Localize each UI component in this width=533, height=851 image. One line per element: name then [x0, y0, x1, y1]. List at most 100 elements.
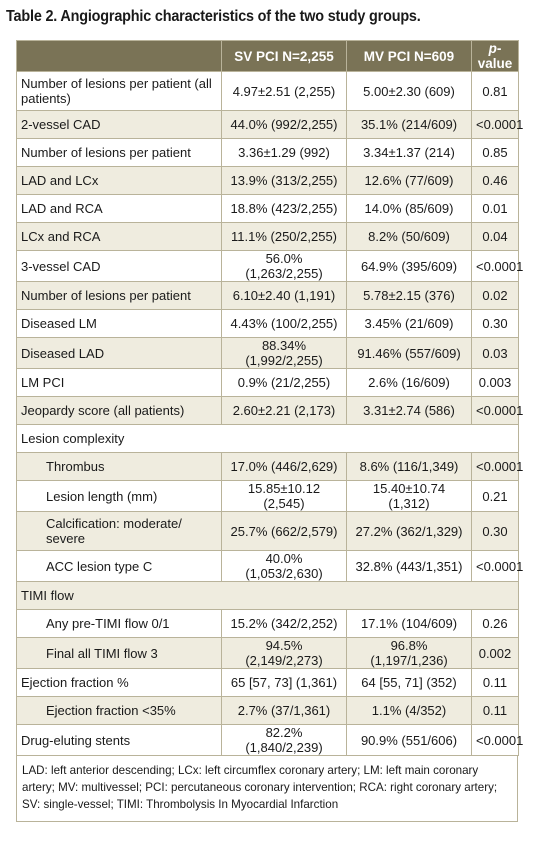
- row-label: Calcification: moderate/ severe: [16, 511, 222, 551]
- p-value: 0.46: [471, 166, 519, 195]
- sv-pci-value: 0.9% (21/2,255): [221, 368, 347, 397]
- mv-pci-value: 3.45% (21/609): [346, 309, 472, 338]
- mv-pci-value: 91.46% (557/609): [346, 337, 472, 369]
- mv-pci-value: 8.2% (50/609): [346, 222, 472, 251]
- sv-pci-value: 4.97±2.51 (2,255): [221, 71, 347, 111]
- mv-pci-value: 2.6% (16/609): [346, 368, 472, 397]
- p-value: 0.03: [471, 337, 519, 369]
- section-label: Lesion complexity: [16, 424, 519, 453]
- data-table: SV PCI N=2,255 MV PCI N=609 p-value Numb…: [16, 40, 523, 756]
- sv-pci-value: 94.5% (2,149/2,273): [221, 637, 347, 669]
- table-row: Number of lesions per patient 3.36±1.29 (…: [16, 138, 519, 167]
- row-label: Number of lesions per patient (all patie…: [16, 71, 222, 111]
- mv-pci-value: 90.9% (551/606): [346, 724, 472, 756]
- row-label: LCx and RCA: [16, 222, 222, 251]
- sv-pci-value: 65 [57, 73] (1,361): [221, 668, 347, 697]
- header-p-italic: p: [488, 41, 497, 56]
- mv-pci-value: 3.34±1.37 (214): [346, 138, 472, 167]
- mv-pci-value: 35.1% (214/609): [346, 110, 472, 139]
- row-label: Jeopardy score (all patients): [16, 396, 222, 425]
- table-row: Drug-eluting stents 82.2% (1,840/2,239) 90…: [16, 724, 523, 756]
- row-label: LM PCI: [16, 368, 222, 397]
- mv-pci-value: 5.00±2.30 (609): [346, 71, 472, 111]
- sv-pci-value: 6.10±2.40 (1,191): [221, 281, 347, 310]
- sv-pci-value: 56.0% (1,263/2,255): [221, 250, 347, 282]
- sv-pci-value: 18.8% (423/2,255): [221, 194, 347, 223]
- table-row: LM PCI 0.9% (21/2,255) 2.6% (16/609) 0.003: [16, 368, 519, 397]
- header-p-rest: -value: [477, 41, 513, 71]
- p-value: 0.11: [471, 696, 519, 725]
- p-value: 0.85: [471, 138, 519, 167]
- p-value: <0.0001: [471, 110, 523, 139]
- table-container: SV PCI N=2,255 MV PCI N=609 p-value Numb…: [16, 40, 523, 822]
- table-row: LAD and RCA 18.8% (423/2,255) 14.0% (85/60…: [16, 194, 519, 223]
- p-value: <0.0001: [471, 396, 523, 425]
- table-row: Ejection fraction <35% 2.7% (37/1,361) 1.1…: [16, 696, 519, 725]
- p-value: <0.0001: [471, 250, 523, 282]
- mv-pci-value: 27.2% (362/1,329): [346, 511, 472, 551]
- p-value: <0.0001: [471, 724, 523, 756]
- p-value: 0.002: [471, 637, 519, 669]
- mv-pci-value: 3.31±2.74 (586): [346, 396, 472, 425]
- p-value: 0.04: [471, 222, 519, 251]
- p-value: 0.26: [471, 609, 519, 638]
- row-label: Any pre-TIMI flow 0/1: [16, 609, 222, 638]
- mv-pci-value: 17.1% (104/609): [346, 609, 472, 638]
- sv-pci-value: 13.9% (313/2,255): [221, 166, 347, 195]
- row-label: Number of lesions per patient: [16, 281, 222, 310]
- row-label: Drug-eluting stents: [16, 724, 222, 756]
- mv-pci-value: 8.6% (116/1,349): [346, 452, 472, 481]
- table-header: SV PCI N=2,255 MV PCI N=609 p-value: [16, 40, 519, 72]
- table-row: LCx and RCA 11.1% (250/2,255) 8.2% (50/609…: [16, 222, 519, 251]
- mv-pci-value: 15.40±10.74 (1,312): [346, 480, 472, 512]
- section-row: Lesion complexity: [16, 424, 519, 453]
- table-row: Lesion length (mm) 15.85±10.12 (2,545) 15.…: [16, 480, 519, 512]
- row-label: 3-vessel CAD: [16, 250, 222, 282]
- p-value: 0.30: [471, 511, 519, 551]
- header-sv-pci: SV PCI N=2,255: [221, 40, 347, 72]
- table-row: Jeopardy score (all patients) 2.60±2.21 (…: [16, 396, 523, 425]
- mv-pci-value: 1.1% (4/352): [346, 696, 472, 725]
- row-label: Final all TIMI flow 3: [16, 637, 222, 669]
- table-body: Number of lesions per patient (all patie…: [16, 71, 523, 756]
- table-title: Table 2. Angiographic characteristics of…: [6, 8, 421, 25]
- sv-pci-value: 15.2% (342/2,252): [221, 609, 347, 638]
- sv-pci-value: 3.36±1.29 (992): [221, 138, 347, 167]
- sv-pci-value: 11.1% (250/2,255): [221, 222, 347, 251]
- header-p-value: p-value: [471, 40, 519, 72]
- header-label: [16, 40, 222, 72]
- p-value: 0.30: [471, 309, 519, 338]
- row-label: Thrombus: [16, 452, 222, 481]
- row-label: Diseased LM: [16, 309, 222, 338]
- table-row: Diseased LAD 88.34% (1,992/2,255) 91.46% (…: [16, 337, 519, 369]
- p-value: 0.21: [471, 480, 519, 512]
- mv-pci-value: 14.0% (85/609): [346, 194, 472, 223]
- table-footnote: LAD: left anterior descending; LCx: left…: [16, 756, 518, 822]
- mv-pci-value: 96.8% (1,197/1,236): [346, 637, 472, 669]
- row-label: ACC lesion type C: [16, 550, 222, 582]
- table-row: Number of lesions per patient (all patie…: [16, 71, 519, 111]
- row-label: LAD and LCx: [16, 166, 222, 195]
- sv-pci-value: 4.43% (100/2,255): [221, 309, 347, 338]
- p-value: <0.0001: [471, 452, 523, 481]
- p-value: 0.11: [471, 668, 519, 697]
- table-row: Diseased LM 4.43% (100/2,255) 3.45% (21/60…: [16, 309, 519, 338]
- row-label: 2-vessel CAD: [16, 110, 222, 139]
- mv-pci-value: 64 [55, 71] (352): [346, 668, 472, 697]
- section-label: TIMI flow: [16, 581, 519, 610]
- row-label: Diseased LAD: [16, 337, 222, 369]
- sv-pci-value: 15.85±10.12 (2,545): [221, 480, 347, 512]
- p-value: 0.003: [471, 368, 519, 397]
- sv-pci-value: 44.0% (992/2,255): [221, 110, 347, 139]
- table-row: Calcification: moderate/ severe 25.7% (66…: [16, 511, 519, 551]
- table-row: Final all TIMI flow 3 94.5% (2,149/2,273)…: [16, 637, 519, 669]
- sv-pci-value: 2.60±2.21 (2,173): [221, 396, 347, 425]
- sv-pci-value: 25.7% (662/2,579): [221, 511, 347, 551]
- row-label: LAD and RCA: [16, 194, 222, 223]
- table-row: 2-vessel CAD 44.0% (992/2,255) 35.1% (214/…: [16, 110, 523, 139]
- mv-pci-value: 5.78±2.15 (376): [346, 281, 472, 310]
- sv-pci-value: 17.0% (446/2,629): [221, 452, 347, 481]
- mv-pci-value: 32.8% (443/1,351): [346, 550, 472, 582]
- table-row: Thrombus 17.0% (446/2,629) 8.6% (116/1,349…: [16, 452, 523, 481]
- table-row: ACC lesion type C 40.0% (1,053/2,630) 32.8…: [16, 550, 523, 582]
